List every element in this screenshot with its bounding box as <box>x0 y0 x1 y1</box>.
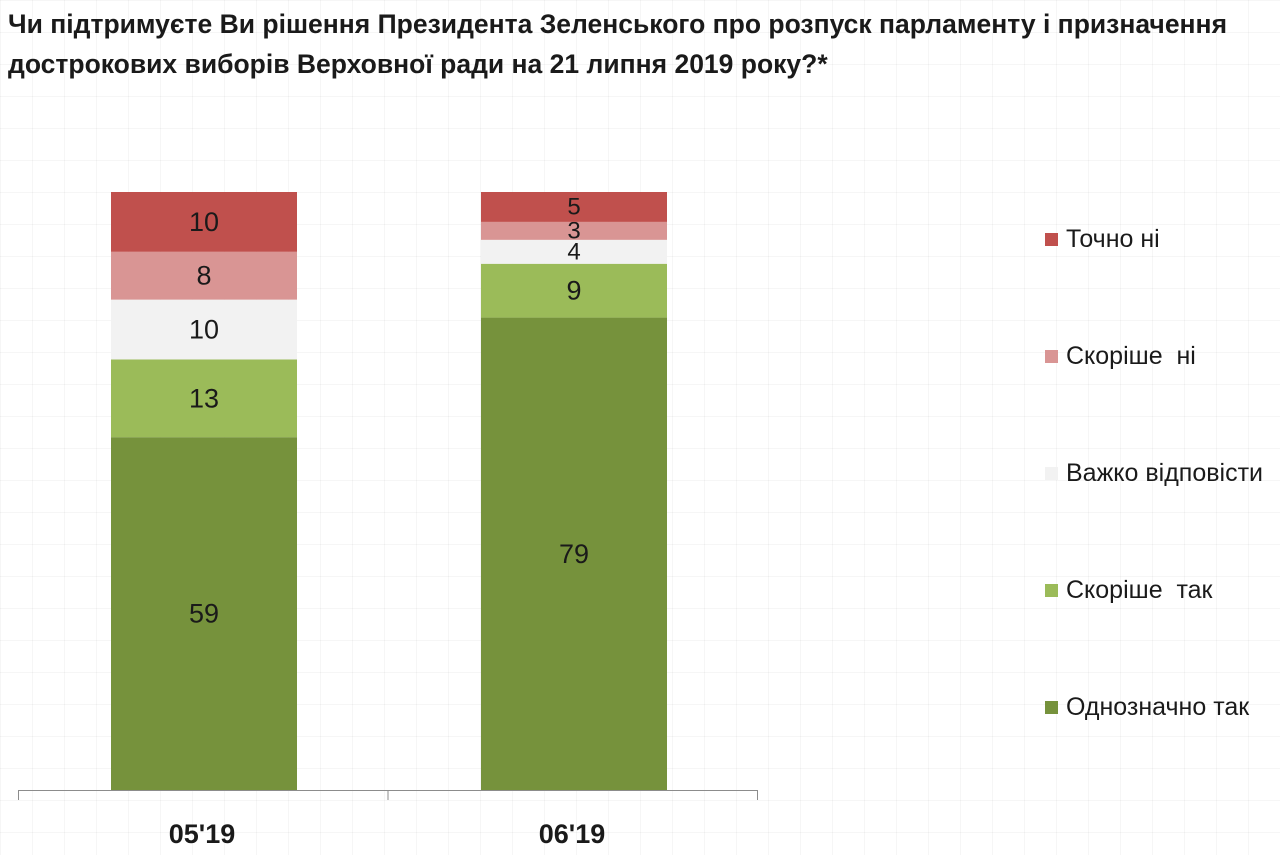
legend-item: Скоріше так <box>1045 575 1213 605</box>
data-label: 8 <box>196 261 211 291</box>
legend-item: Однозначно так <box>1045 692 1249 722</box>
chart-title: Чи підтримуєте Ви рішення Президента Зел… <box>8 9 1228 79</box>
legend-swatch <box>1045 349 1058 363</box>
legend-item: Важко відповісти <box>1045 458 1263 488</box>
data-label: 4 <box>567 238 580 265</box>
bar-segment <box>111 437 297 790</box>
legend-label: Скоріше так <box>1066 575 1213 604</box>
data-label: 10 <box>189 207 219 237</box>
legend-label: Однозначно так <box>1066 692 1250 721</box>
x-tick-label: 05'19 <box>169 819 236 849</box>
legend-label: Точно ні <box>1066 224 1160 253</box>
bar-segment <box>481 239 667 264</box>
data-label: 3 <box>567 217 580 244</box>
legend-swatch <box>1045 232 1058 246</box>
bar-segment <box>481 192 667 222</box>
data-label: 5 <box>567 193 580 220</box>
legend-item: Точно ні <box>1045 224 1160 254</box>
legend-item: Скоріше ні <box>1045 341 1196 371</box>
legend-swatch <box>1045 466 1058 480</box>
data-label: 13 <box>189 383 219 413</box>
bar-segment <box>111 359 297 438</box>
bar-segment <box>481 221 667 240</box>
data-label: 59 <box>189 599 219 629</box>
bar-segment <box>111 251 297 300</box>
bar-segment <box>111 192 297 252</box>
x-tick-label: 06'19 <box>539 819 606 849</box>
bar-segment <box>481 263 667 318</box>
stacked-bar-chart: 59 13 10 8 10 79 9 435 05'19 06'19 <box>18 192 758 849</box>
data-label: 79 <box>559 539 589 569</box>
data-label: 9 <box>566 276 581 306</box>
bar-segment <box>111 299 297 360</box>
legend-label: Скоріше ні <box>1066 341 1196 370</box>
bar-segment <box>481 317 667 790</box>
legend-swatch <box>1045 583 1058 597</box>
legend-swatch <box>1045 700 1058 714</box>
data-label: 10 <box>189 315 219 345</box>
legend-label: Важко відповісти <box>1066 458 1263 487</box>
